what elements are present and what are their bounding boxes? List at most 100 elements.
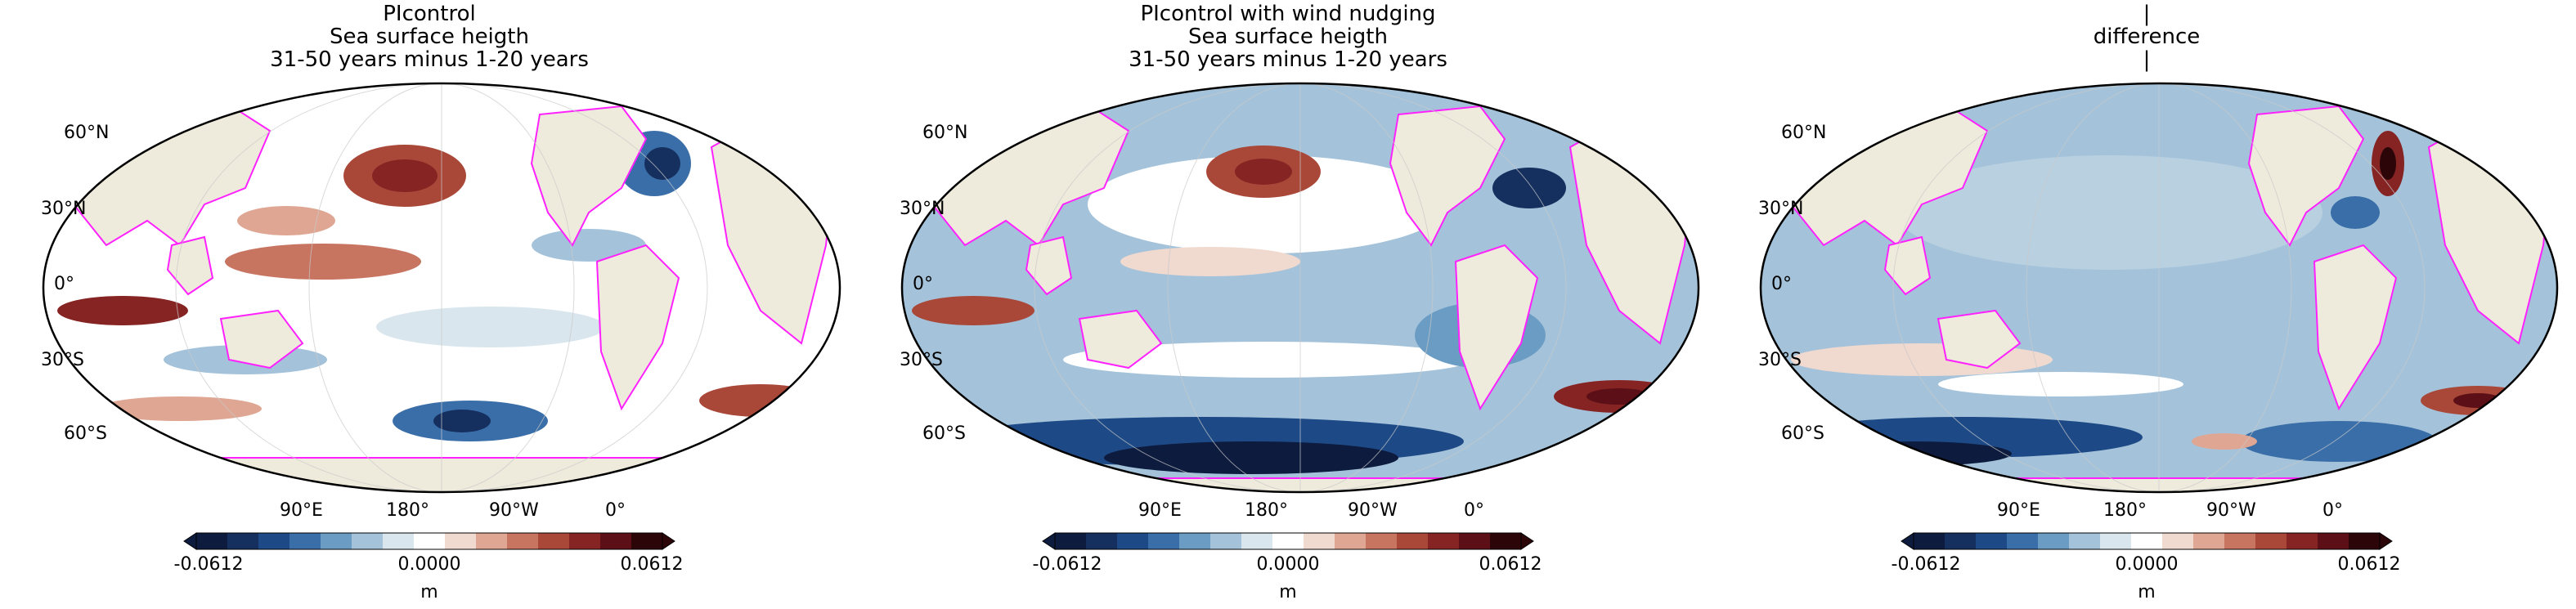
lat-label-60s: 60°S xyxy=(64,423,107,444)
colorbar-swatch xyxy=(2349,533,2381,549)
panel-title-line-1: PIcontrol xyxy=(383,2,476,26)
map-outline xyxy=(900,82,1700,494)
lat-label-60s: 60°S xyxy=(922,423,966,444)
map-canvas xyxy=(900,82,1700,550)
lon-label-90e: 90°E xyxy=(280,500,323,521)
colorbar-extend-min xyxy=(1042,532,1056,550)
map-outline xyxy=(1759,82,2559,494)
colorbar-swatch xyxy=(1210,533,1242,549)
map-panel-picontrol: PIcontrol Sea surface heigth 31-50 years… xyxy=(0,0,859,609)
colorbar-extend-max xyxy=(1520,532,1534,550)
colorbar-swatch xyxy=(1117,533,1149,549)
colorbar-swatch xyxy=(507,533,539,549)
colorbar-swatch xyxy=(196,533,228,549)
colorbar xyxy=(183,532,675,550)
lat-label-30s: 30°S xyxy=(1758,350,1802,370)
colorbar-tick-mid: 0.0000 xyxy=(1256,554,1320,575)
panel-title-line-2: Sea surface heigth xyxy=(1188,25,1388,49)
colorbar-swatch xyxy=(1490,533,1522,549)
panel-title-line-3: 31-50 years minus 1-20 years xyxy=(1129,47,1447,72)
panel-title-line-2: difference xyxy=(2093,25,2201,49)
colorbar-swatch xyxy=(1179,533,1211,549)
sea-surface-anomaly-field xyxy=(57,131,822,441)
colorbar-swatch xyxy=(1148,533,1180,549)
colorbar-swatch xyxy=(1914,533,1945,549)
map-panel-difference: | difference | xyxy=(1717,0,2576,609)
colorbar-swatch xyxy=(2131,533,2163,549)
colorbar-swatch xyxy=(631,533,663,549)
lon-label-0: 0° xyxy=(1464,500,1484,521)
colorbar-swatch xyxy=(2255,533,2287,549)
lat-label-60n: 60°N xyxy=(64,123,110,143)
lon-label-90e: 90°E xyxy=(1997,500,2040,521)
colorbar-swatch xyxy=(1428,533,1460,549)
colorbar-swatch xyxy=(1459,533,1491,549)
colorbar-swatch xyxy=(1976,533,2008,549)
graticule xyxy=(1761,83,2557,492)
colorbar-swatch xyxy=(569,533,601,549)
colorbar xyxy=(1042,532,1534,550)
colorbar-swatch xyxy=(445,533,477,549)
colorbar-swatch xyxy=(258,533,290,549)
lon-label-0: 0° xyxy=(605,500,626,521)
colorbar-swatch xyxy=(538,533,570,549)
colorbar-swatch xyxy=(2287,533,2318,549)
sea-surface-anomaly-field xyxy=(912,146,1685,474)
lat-label-60n: 60°N xyxy=(1781,123,1827,143)
lat-label-0: 0° xyxy=(54,274,74,294)
colorbar-tick-max: 0.0612 xyxy=(2337,554,2401,575)
colorbar-swatch xyxy=(2224,533,2256,549)
panel-title-line-1: PIcontrol with wind nudging xyxy=(1140,2,1436,26)
colorbar-extend-max xyxy=(662,532,675,550)
lat-label-60s: 60°S xyxy=(1781,423,1824,444)
lon-label-90e: 90°E xyxy=(1138,500,1182,521)
colorbar-swatch xyxy=(1397,533,1429,549)
lon-label-180: 180° xyxy=(1245,500,1288,521)
colorbar-swatch xyxy=(2038,533,2070,549)
lon-label-0: 0° xyxy=(2322,500,2343,521)
colorbar-swatch xyxy=(1366,533,1398,549)
lon-label-180: 180° xyxy=(386,500,429,521)
colorbar-swatch xyxy=(1241,533,1273,549)
colorbar-swatch xyxy=(2100,533,2132,549)
graticule xyxy=(902,83,1699,492)
colorbar-unit: m xyxy=(2138,582,2156,602)
colorbar-swatch xyxy=(1055,533,1087,549)
graticule xyxy=(43,83,840,492)
colorbar-tick-mid: 0.0000 xyxy=(2115,554,2179,575)
map-outline xyxy=(42,82,841,494)
colorbar-swatch xyxy=(352,533,384,549)
colorbar-swatch xyxy=(2318,533,2349,549)
colorbar-swatch xyxy=(227,533,259,549)
colorbar-tick-min: -0.0612 xyxy=(1891,554,1961,575)
land-masses xyxy=(48,92,836,492)
lat-label-30n: 30°N xyxy=(900,199,945,219)
colorbar-swatch xyxy=(2193,533,2225,549)
map-panel-picontrol-wind-nudging: PIcontrol with wind nudging Sea surface … xyxy=(859,0,1717,609)
map-canvas xyxy=(1759,82,2559,550)
colorbar-swatch xyxy=(2069,533,2101,549)
lat-label-30s: 30°S xyxy=(41,350,84,370)
lon-label-90w: 90°W xyxy=(489,500,539,521)
colorbar-swatch xyxy=(2007,533,2039,549)
colorbar-extend-min xyxy=(1901,532,1914,550)
colorbar-swatch xyxy=(1335,533,1367,549)
colorbar-tick-mid: 0.0000 xyxy=(397,554,461,575)
lat-label-30n: 30°N xyxy=(41,199,87,219)
panel-title-line-1: | xyxy=(2143,2,2151,26)
colorbar-swatch xyxy=(289,533,321,549)
colorbar-swatch xyxy=(1272,533,1304,549)
colorbar-tick-max: 0.0612 xyxy=(620,554,684,575)
colorbar-extend-min xyxy=(183,532,197,550)
colorbar-swatch xyxy=(1945,533,1977,549)
lat-label-0: 0° xyxy=(913,274,933,294)
lon-label-180: 180° xyxy=(2103,500,2147,521)
colorbar-unit: m xyxy=(1279,582,1297,602)
colorbar-swatch xyxy=(1304,533,1335,549)
panel-title-line-3: | xyxy=(2143,47,2151,72)
colorbar-tick-min: -0.0612 xyxy=(1032,554,1102,575)
colorbar-swatch xyxy=(414,533,446,549)
colorbar-swatch xyxy=(2162,533,2194,549)
lon-label-90w: 90°W xyxy=(2206,500,2256,521)
colorbar-swatch xyxy=(1086,533,1118,549)
